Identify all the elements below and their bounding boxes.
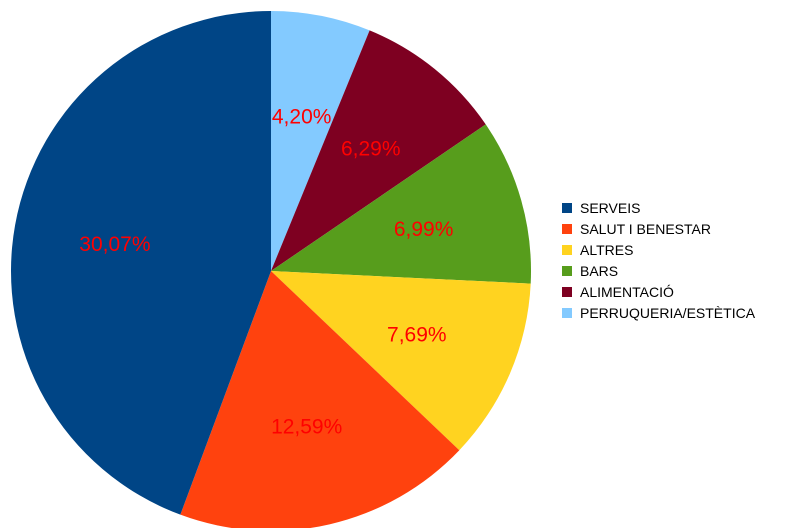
legend-label-salut-i-benestar: SALUT I BENESTAR xyxy=(580,221,711,237)
pie-slice-altres xyxy=(271,271,531,451)
slice-label-perruqueria-estetica: 4,20% xyxy=(272,105,332,128)
legend-swatch-serveis xyxy=(562,203,572,213)
legend: SERVEIS SALUT I BENESTAR ALTRES BARS ALIMENT… xyxy=(562,200,756,321)
legend-swatch-perruqueria-estetica xyxy=(562,308,572,318)
legend-label-serveis: SERVEIS xyxy=(580,200,640,216)
pie-slices xyxy=(11,11,531,528)
legend-label-altres: ALTRES xyxy=(580,242,633,258)
pie-slice-alimentacio xyxy=(271,30,486,271)
pie-slice-labels: 4,20% 6,29% 6,99% 7,69% 12,59% 30,07% xyxy=(79,105,453,438)
legend-label-bars: BARS xyxy=(580,263,618,279)
legend-label-perruqueria-estetica: PERRUQUERIA/ESTÈTICA xyxy=(580,305,756,321)
legend-swatch-salut-i-benestar xyxy=(562,224,572,234)
legend-swatch-alimentacio xyxy=(562,287,572,297)
slice-label-altres: 7,69% xyxy=(387,323,447,346)
slice-label-salut-i-benestar: 12,59% xyxy=(271,416,342,439)
pie-slice-salut-i-benestar xyxy=(180,271,460,528)
pie-slice-serveis xyxy=(11,11,271,515)
legend-swatch-bars xyxy=(562,266,572,276)
pie-slice-bars xyxy=(271,124,531,284)
legend-swatch-altres xyxy=(562,245,572,255)
pie-slice-perruqueria-estetica xyxy=(271,11,370,271)
legend-label-alimentacio: ALIMENTACIÓ xyxy=(580,284,674,300)
slice-label-serveis: 30,07% xyxy=(79,233,150,256)
slice-label-bars: 6,99% xyxy=(394,218,454,241)
slice-label-alimentacio: 6,29% xyxy=(341,138,401,161)
